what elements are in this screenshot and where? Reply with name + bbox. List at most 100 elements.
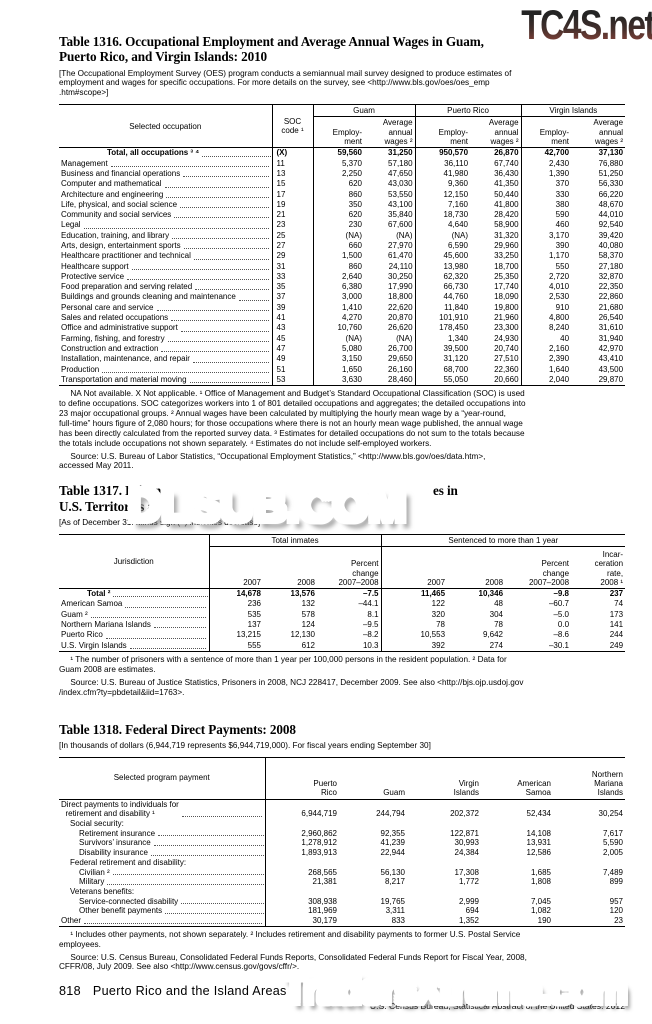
table-row: Arts, design, entertainment sports 27 660 2… bbox=[59, 240, 625, 252]
cell-value: 10,760 bbox=[337, 323, 362, 333]
cell-value: 11,840 bbox=[414, 302, 471, 314]
cell-value: 42,970 bbox=[598, 343, 624, 353]
leader-dots bbox=[129, 647, 206, 649]
cell-value: 47,650 bbox=[388, 168, 413, 178]
cell-value: 21,680 bbox=[598, 302, 624, 312]
cell-value: –44.1 bbox=[358, 599, 379, 609]
cell-value: 2,390 bbox=[520, 354, 572, 365]
cell-value: 833 bbox=[391, 916, 405, 926]
cell-value bbox=[553, 819, 625, 829]
cell-value: 92,355 bbox=[380, 828, 405, 838]
cell-value: 74 bbox=[614, 599, 624, 609]
col-header-jurisdiction: Jurisdiction bbox=[113, 556, 154, 566]
cell-value: 19,765 bbox=[380, 896, 405, 906]
cell-value: 330 bbox=[520, 189, 572, 200]
leader-dots bbox=[84, 922, 262, 924]
cell-value: 910 bbox=[520, 302, 572, 314]
cell-value: 392 bbox=[380, 640, 448, 652]
leader-dots bbox=[172, 237, 269, 239]
table-row: Food preparation and serving related 35 6,… bbox=[59, 282, 625, 293]
cell-value: 6,944,719 bbox=[264, 799, 339, 820]
cell-value: 380 bbox=[520, 199, 572, 211]
row-label-cell: Farming, fishing, and forestry bbox=[59, 334, 272, 344]
table-1318-footnotes: ¹ Includes other payments, not shown sep… bbox=[59, 929, 521, 949]
cell-value: 12,130 bbox=[290, 630, 315, 640]
cell-value: 230 bbox=[348, 220, 362, 230]
cell-value: 36,110 bbox=[414, 158, 471, 169]
cell-value: 3,000 bbox=[341, 292, 362, 302]
cell-soc-code: 39 bbox=[271, 302, 314, 314]
cell-value: 14,678 bbox=[208, 588, 263, 600]
cell-value: 4,270 bbox=[341, 313, 362, 323]
cell-value: 122,871 bbox=[450, 828, 479, 838]
leader-dots bbox=[164, 186, 269, 188]
col-header-program: Selected program payment bbox=[113, 773, 210, 783]
cell-value: 13,576 bbox=[290, 589, 315, 599]
cell-value: 2,040 bbox=[520, 374, 572, 386]
page-footer: 818 Puerto Rico and the Island Areas bbox=[59, 984, 625, 998]
cell-value: 1,500 bbox=[341, 251, 362, 261]
cell-value: 7,617 bbox=[602, 828, 623, 838]
cell-value: 6,380 bbox=[341, 282, 362, 292]
row-label-cell: Guam ² bbox=[59, 610, 209, 620]
cell-value: 7,160 bbox=[414, 199, 471, 211]
cell-value: 3,630 bbox=[341, 374, 362, 384]
row-label-cell: Disability insurance bbox=[59, 848, 265, 858]
row-label: Puerto Rico bbox=[61, 630, 103, 640]
leader-dots bbox=[192, 361, 269, 363]
table-1317-title-start: Table 1317. Prison bbox=[59, 483, 162, 499]
cell-value: 535 bbox=[208, 609, 263, 620]
cell-value: 2,005 bbox=[602, 848, 623, 858]
cell-value: 43,030 bbox=[388, 179, 413, 189]
cell-value bbox=[553, 887, 625, 897]
row-label: Protective service bbox=[61, 271, 125, 281]
cell-value: 1,170 bbox=[520, 251, 572, 262]
cell-value: 58,900 bbox=[494, 220, 519, 230]
cell-value: –8.2 bbox=[362, 630, 379, 640]
table-row: American Samoa 236 132 –44.1 122 48 –60.7 74 bbox=[59, 599, 625, 610]
row-label: Total ² bbox=[87, 589, 111, 599]
cell-value: 6,590 bbox=[414, 240, 471, 252]
leader-dots bbox=[83, 227, 269, 229]
row-label-cell: Service-connected disability bbox=[59, 897, 265, 907]
cell-value: 4,010 bbox=[520, 282, 572, 293]
table-row: Social security: bbox=[59, 819, 625, 829]
cell-value: 92,540 bbox=[598, 220, 624, 230]
cell-value: 1,650 bbox=[341, 364, 362, 374]
leader-dots bbox=[127, 279, 269, 281]
cell-value: 18,090 bbox=[494, 292, 519, 302]
cell-value: 132 bbox=[301, 599, 315, 609]
cell-value: 36,430 bbox=[494, 168, 519, 178]
cell-value: 48,670 bbox=[598, 199, 624, 209]
cell-value: 2,999 bbox=[458, 896, 479, 906]
cell-value: 308,938 bbox=[264, 896, 339, 907]
table-row: Buildings and grounds cleaning and maint… bbox=[59, 292, 625, 303]
leader-dots bbox=[189, 382, 269, 384]
cell-value: 122 bbox=[380, 599, 448, 610]
cell-value: 460 bbox=[520, 220, 572, 231]
cell-value: 237 bbox=[609, 589, 624, 599]
cell-value: 304 bbox=[489, 609, 504, 619]
cell-value: 56,130 bbox=[380, 867, 405, 877]
cell-value: 12,150 bbox=[414, 189, 471, 200]
table-row: Installation, maintenance, and repair 49 3… bbox=[59, 354, 625, 365]
leader-dots bbox=[174, 217, 269, 219]
table-row: Business and financial operations 13 2,250… bbox=[59, 168, 625, 180]
table-1318-source: Source: U.S. Census Bureau, Consolidated… bbox=[59, 952, 527, 972]
cell-value: 5,080 bbox=[341, 343, 362, 353]
row-label: Other benefit payments bbox=[79, 906, 163, 916]
cell-value: 660 bbox=[348, 240, 362, 250]
col-header-percent-change: Percent change 2007–2008 bbox=[338, 559, 379, 587]
table-1316-title: Table 1316. Occupational Employment and … bbox=[59, 34, 484, 65]
cell-value: 860 bbox=[348, 261, 362, 271]
cell-value: 14,108 bbox=[526, 828, 551, 838]
cell-value: 31,610 bbox=[598, 323, 624, 333]
cell-value: 22,620 bbox=[388, 302, 413, 312]
cell-value: 18,800 bbox=[388, 292, 413, 302]
table-row: Total ² 14,678 13,576 –7.5 11,465 10,346 –9.8 2… bbox=[59, 588, 625, 600]
cell-value: (NA) bbox=[396, 333, 413, 343]
cell-value: 50,440 bbox=[494, 189, 519, 199]
table-row: Community and social services 21 620 35,840… bbox=[59, 210, 625, 221]
col-header-guam: Guam bbox=[383, 788, 405, 798]
